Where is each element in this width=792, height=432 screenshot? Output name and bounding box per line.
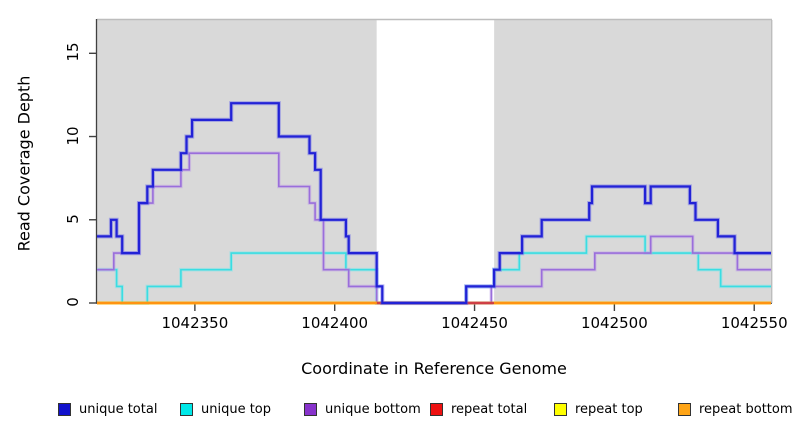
series-unique-total-line: [97, 102, 771, 305]
plot-background-right: [494, 20, 771, 303]
x-axis-label: Coordinate in Reference Genome: [301, 359, 567, 378]
legend-swatch-icon: [180, 402, 193, 416]
legend-swatch-icon: [678, 402, 691, 416]
legend-swatch-icon: [430, 402, 443, 416]
legend-label: unique bottom: [325, 401, 421, 417]
y-tick-label-2: 10: [64, 125, 82, 146]
legend-label: repeat bottom: [699, 401, 792, 417]
legend-item-repeat-total: repeat total: [430, 398, 527, 420]
legend-item-repeat-top: repeat top: [554, 398, 643, 420]
legend-label: unique total: [79, 401, 158, 417]
legend-item-repeat-bottom: repeat bottom: [678, 398, 792, 420]
legend-swatch-icon: [554, 402, 567, 416]
y-tick-label-1: 5: [64, 213, 82, 224]
x-tick-label-4: 1042550: [720, 314, 788, 332]
legend-item-unique-top: unique top: [180, 398, 271, 420]
legend: unique total unique top unique bottom repea…: [0, 398, 792, 420]
legend-item-unique-bottom: unique bottom: [304, 398, 421, 420]
x-tick-label-3: 1042500: [580, 314, 648, 332]
x-tick-label-1: 1042400: [301, 314, 369, 332]
y-axis-label: Read Coverage Depth: [14, 75, 34, 252]
legend-label: unique top: [201, 401, 272, 417]
series-unique-bottom-line: [97, 152, 771, 304]
legend-item-unique-total: unique total: [58, 398, 157, 420]
y-tick-label-0: 0: [64, 297, 82, 307]
legend-label: repeat top: [575, 401, 643, 417]
legend-label: repeat total: [451, 401, 528, 417]
y-tick-label-3: 15: [64, 42, 82, 62]
legend-swatch-icon: [304, 402, 317, 416]
legend-swatch-icon: [58, 402, 71, 416]
x-tick-label-0: 1042350: [161, 314, 229, 332]
x-tick-label-2: 1042450: [441, 314, 508, 332]
plot-background-left: [97, 20, 377, 303]
